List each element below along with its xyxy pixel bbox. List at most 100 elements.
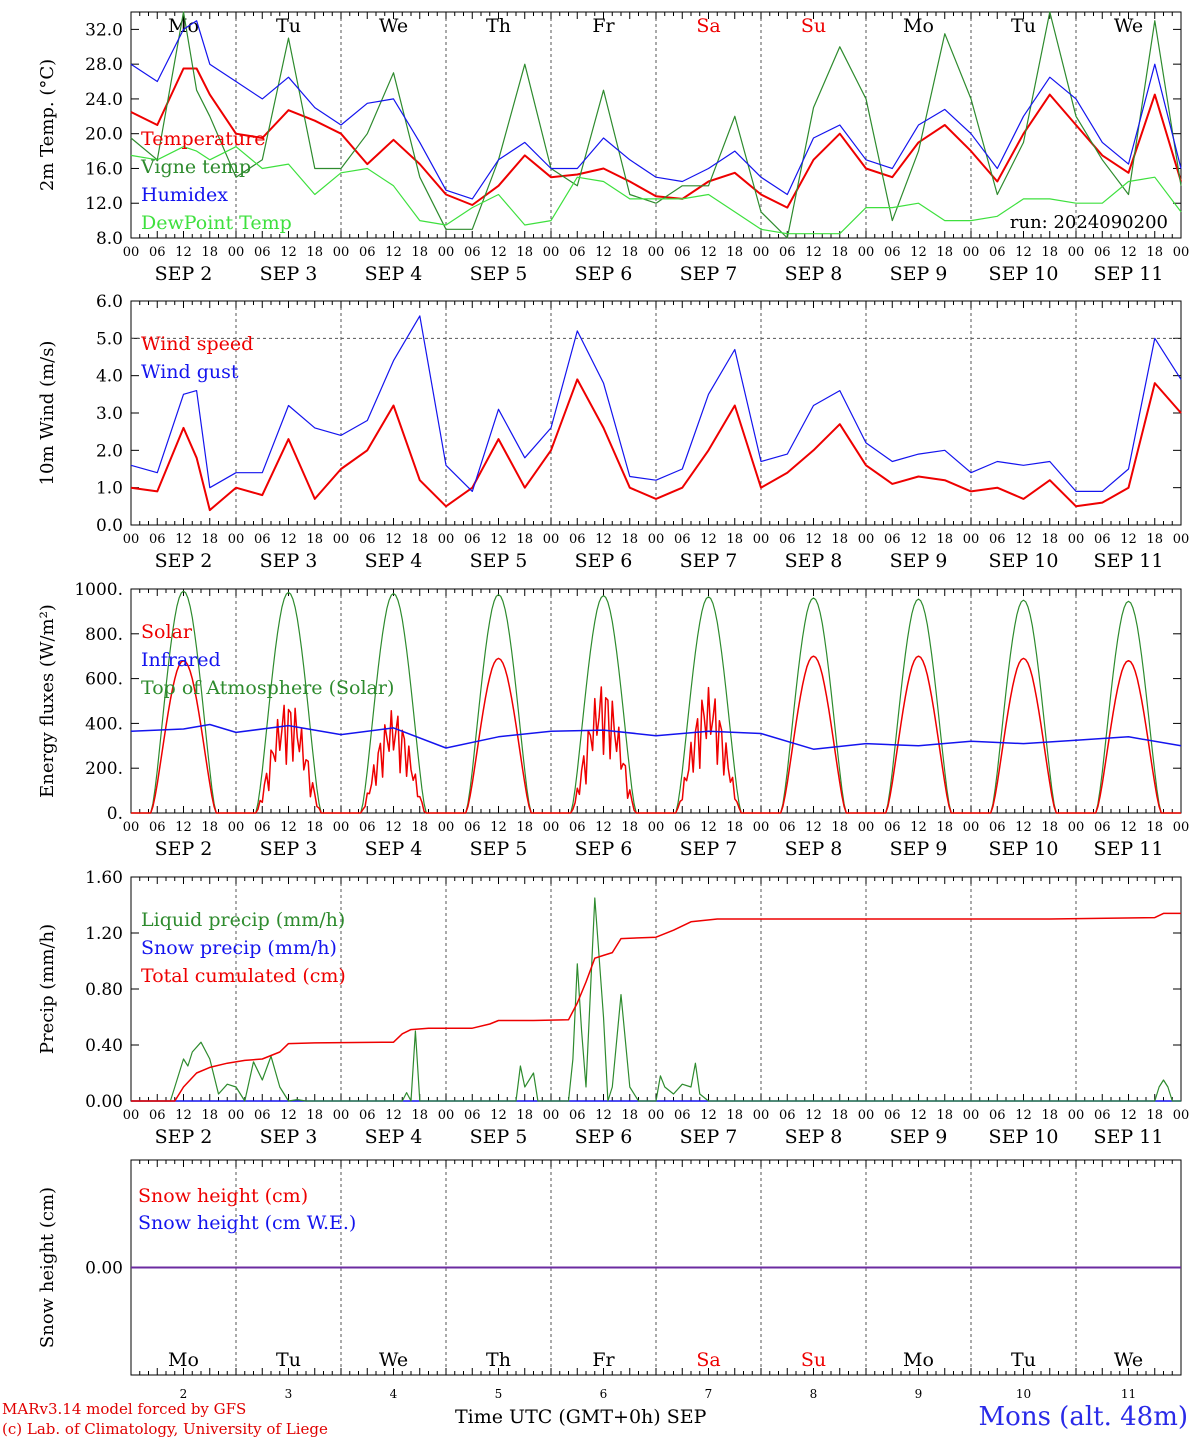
date-label: SEP 2 (155, 550, 213, 572)
hour-tick-label: 12 (490, 820, 507, 835)
hour-tick-label: 06 (1094, 820, 1111, 835)
y-tick-label: 0.00 (85, 1259, 123, 1279)
legend-item: Snow precip (mm/h) (141, 937, 337, 959)
hour-tick-label: 18 (516, 820, 533, 835)
y-tick-label: 6.0 (96, 292, 123, 312)
hour-tick-label: 00 (858, 245, 875, 260)
hour-tick-label: 18 (936, 245, 953, 260)
hour-tick-label: 18 (621, 245, 638, 260)
weekday-label: Su (801, 1349, 826, 1371)
date-label: SEP 8 (785, 263, 843, 285)
hour-tick-label: 18 (201, 1108, 218, 1123)
date-label: SEP 10 (989, 263, 1059, 285)
y-tick-label: 16.0 (85, 159, 123, 179)
hour-tick-label: 12 (700, 245, 717, 260)
panel-frame (130, 300, 1182, 526)
hour-tick-label: 12 (1120, 1108, 1137, 1123)
date-label: SEP 8 (785, 550, 843, 572)
weekday-label: Mo (903, 1349, 934, 1371)
hour-tick-label: 06 (989, 245, 1006, 260)
weekday-label: Th (486, 1349, 511, 1371)
series-line-toa (131, 590, 1181, 814)
hour-tick-label: 12 (910, 245, 927, 260)
footer-station-name: Mons (alt. 48m) (978, 1402, 1188, 1432)
y-tick-label: 24.0 (85, 90, 123, 110)
hour-tick-label: 00 (543, 245, 560, 260)
date-label: SEP 8 (785, 1126, 843, 1148)
hour-tick-label: 12 (280, 532, 297, 547)
hour-tick-label: 06 (884, 1108, 901, 1123)
y-axis-label: Snow height (cm) (37, 1187, 58, 1348)
hour-tick-label: 12 (385, 820, 402, 835)
hour-tick-label: 00 (333, 245, 350, 260)
day-number-label: 11 (1121, 1387, 1136, 1401)
hour-tick-label: 00 (333, 820, 350, 835)
hour-tick-label: 00 (648, 1108, 665, 1123)
weekday-label: Su (801, 15, 826, 37)
date-label: SEP 7 (680, 838, 738, 860)
hour-tick-label: 06 (464, 1108, 481, 1123)
day-number-label: 7 (705, 1387, 713, 1401)
hour-tick-label: 12 (805, 532, 822, 547)
date-label: SEP 11 (1094, 838, 1164, 860)
hour-tick-label: 06 (464, 245, 481, 260)
hour-tick-label: 12 (490, 245, 507, 260)
legend-item: Liquid precip (mm/h) (141, 909, 345, 931)
weekday-label: We (1114, 15, 1143, 37)
hour-tick-label: 12 (910, 1108, 927, 1123)
y-tick-label: 0. (107, 804, 123, 824)
legend-item: Wind speed (141, 333, 253, 355)
hour-tick-label: 00 (648, 532, 665, 547)
weekday-label: We (379, 15, 408, 37)
date-label: SEP 9 (890, 550, 948, 572)
hour-tick-label: 00 (963, 820, 980, 835)
date-label: SEP 6 (575, 838, 633, 860)
hour-tick-label: 00 (753, 1108, 770, 1123)
date-label: SEP 4 (365, 1126, 423, 1148)
hour-tick-label: 06 (1094, 245, 1111, 260)
hour-tick-label: 18 (1041, 532, 1058, 547)
hour-tick-label: 06 (884, 820, 901, 835)
hour-tick-label: 18 (936, 532, 953, 547)
hour-tick-label: 12 (595, 820, 612, 835)
hour-tick-label: 18 (1041, 820, 1058, 835)
hour-tick-label: 12 (595, 245, 612, 260)
y-axis-label: Energy fluxes (W/m²) (37, 604, 58, 798)
hour-tick-label: 06 (569, 820, 586, 835)
hour-tick-label: 12 (1015, 245, 1032, 260)
y-tick-label: 400. (85, 714, 123, 734)
hour-tick-label: 12 (175, 245, 192, 260)
day-number-label: 4 (390, 1387, 398, 1401)
series-line-blue (130, 20, 1182, 200)
hour-tick-label: 00 (333, 532, 350, 547)
y-tick-label: 3.0 (96, 404, 123, 424)
date-label: SEP 9 (890, 1126, 948, 1148)
legend-item: Top of Atmosphere (Solar) (141, 677, 394, 699)
weekday-label: We (379, 1349, 408, 1371)
hour-tick-label: 06 (674, 820, 691, 835)
hour-tick-label: 06 (149, 245, 166, 260)
y-tick-label: 1000. (74, 580, 123, 600)
date-label: SEP 8 (785, 838, 843, 860)
hour-tick-label: 12 (175, 820, 192, 835)
legend-item: Wind gust (141, 361, 239, 383)
date-label: SEP 10 (989, 838, 1059, 860)
weekday-label: Sa (696, 1349, 720, 1371)
hour-tick-label: 18 (411, 820, 428, 835)
hour-tick-label: 18 (201, 820, 218, 835)
hour-tick-label: 00 (438, 245, 455, 260)
y-tick-label: 20.0 (85, 125, 123, 145)
weekday-label: Fr (592, 1349, 615, 1371)
hour-tick-label: 12 (385, 1108, 402, 1123)
hour-tick-label: 18 (1146, 245, 1163, 260)
y-tick-label: 800. (85, 625, 123, 645)
hour-tick-label: 00 (1068, 1108, 1085, 1123)
hour-tick-label: 00 (1068, 245, 1085, 260)
date-label: SEP 4 (365, 263, 423, 285)
y-tick-label: 8.0 (96, 229, 123, 249)
y-tick-label: 4.0 (96, 367, 123, 387)
date-label: SEP 10 (989, 1126, 1059, 1148)
legend-item: Solar (141, 621, 193, 643)
hour-tick-label: 18 (411, 245, 428, 260)
